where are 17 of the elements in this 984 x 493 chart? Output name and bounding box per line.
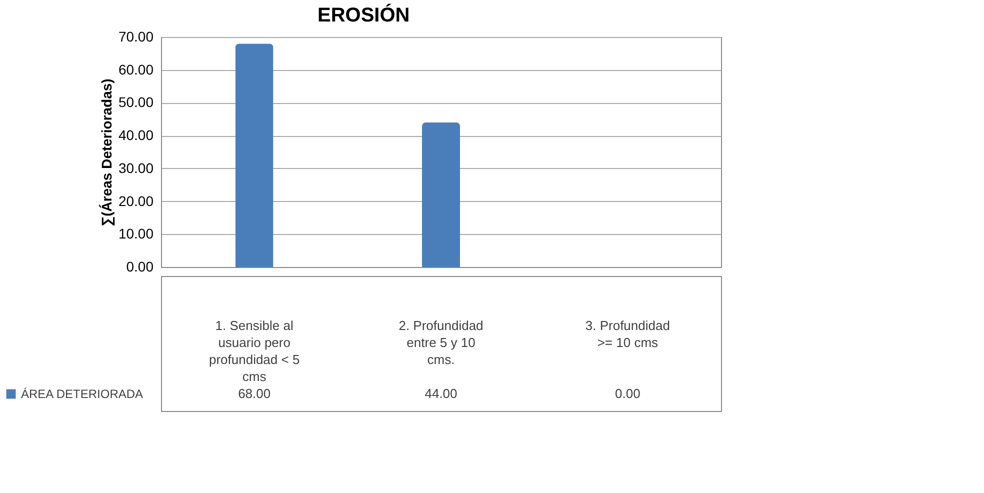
y-tick-label: 20.00 <box>118 192 154 209</box>
y-tick-label: 0.00 <box>126 258 154 274</box>
data-label: 68.00 <box>238 386 271 401</box>
y-tick-label: 10.00 <box>118 226 154 242</box>
legend-label: ÁREA DETERIORADA <box>21 387 144 401</box>
data-label: 44.00 <box>424 386 458 401</box>
x-tick-label: 1. Sensible al usuario pero profundidad < 5 cms <box>208 318 300 384</box>
x-tick-label: 3. Profundidad >= 10 cms <box>585 318 670 350</box>
y-axis-title: ∑(Áreas Deterioradas) <box>98 78 116 226</box>
y-tick-label: 60.00 <box>118 61 154 78</box>
y-tick-label: 30.00 <box>118 160 154 176</box>
chart-title: EROSIÓN <box>318 4 410 26</box>
y-tick-label: 40.00 <box>118 127 154 144</box>
y-tick-label: 50.00 <box>118 94 154 110</box>
data-label: 0.00 <box>615 386 640 401</box>
y-tick-label: 70.00 <box>118 28 154 44</box>
x-tick-label: 2. Profundidad entre 5 y 10 cms. <box>398 318 484 367</box>
